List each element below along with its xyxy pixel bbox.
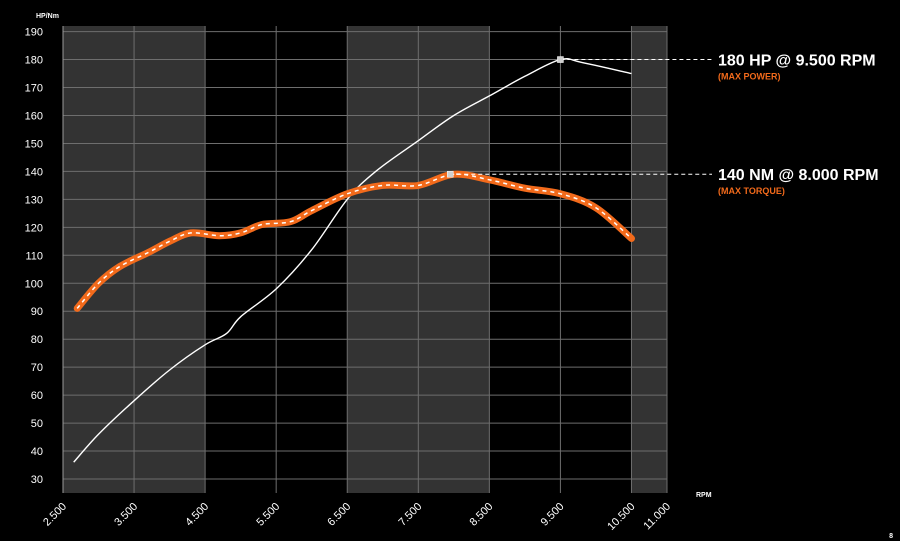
x-tick-label: 4.500 [183, 501, 211, 529]
data-series [73, 57, 635, 463]
torque-peak-sublabel: (MAX TORQUE) [718, 186, 785, 196]
y-axis-title: HP/Nm [36, 13, 59, 20]
y-axis-ticks: 30 40 50 60 70 80 90 100 110 120 130 140 150 160 170 18… [25, 27, 43, 486]
y-tick-label: 70 [31, 362, 43, 374]
y-tick-label: 180 [25, 55, 43, 67]
power-curve [73, 57, 632, 463]
power-peak-label: 180 HP @ 9.500 RPM [718, 53, 876, 70]
x-tick-label: 9.500 [539, 501, 567, 529]
y-tick-label: 30 [31, 474, 43, 486]
x-axis-title: RPM [696, 492, 712, 499]
x-tick-label: 7.500 [396, 501, 424, 529]
x-axis-ticks: 2.500 3.500 4.500 5.500 6.500 7.500 8.500 9.500… [41, 501, 673, 533]
power-peak-marker [557, 56, 564, 63]
x-tick-label: 5.500 [254, 501, 282, 529]
y-tick-label: 40 [31, 446, 43, 458]
x-tick-label: 10.500 [605, 501, 637, 533]
background-band [631, 26, 667, 493]
y-tick-label: 90 [31, 306, 43, 318]
peak-annotations: 180 HP @ 9.500 RPM (MAX POWER) 140 NM @ 8.… [447, 53, 879, 196]
torque-peak-marker [447, 170, 454, 178]
y-tick-label: 80 [31, 334, 43, 346]
y-tick-label: 160 [25, 110, 43, 122]
y-tick-label: 190 [25, 27, 43, 39]
y-tick-label: 140 [25, 166, 43, 178]
power-peak-sublabel: (MAX POWER) [718, 72, 781, 82]
torque-curve-dash [76, 173, 632, 309]
y-tick-label: 60 [31, 390, 43, 402]
x-tick-label: 8.500 [468, 501, 496, 529]
torque-peak-label: 140 NM @ 8.000 RPM [718, 167, 879, 184]
y-tick-label: 170 [25, 83, 43, 95]
y-tick-label: 50 [31, 418, 43, 430]
x-tick-label: 11.000 [641, 501, 673, 533]
y-tick-label: 150 [25, 138, 43, 150]
corner-mark: 8 [889, 533, 893, 540]
y-tick-label: 120 [25, 222, 43, 234]
grid-lines [62, 26, 668, 493]
x-tick-label: 6.500 [325, 501, 353, 529]
x-tick-label: 2.500 [41, 501, 69, 529]
y-tick-label: 110 [25, 250, 43, 262]
y-tick-label: 130 [25, 194, 43, 206]
y-tick-label: 100 [25, 278, 43, 290]
x-tick-label: 3.500 [112, 501, 140, 529]
